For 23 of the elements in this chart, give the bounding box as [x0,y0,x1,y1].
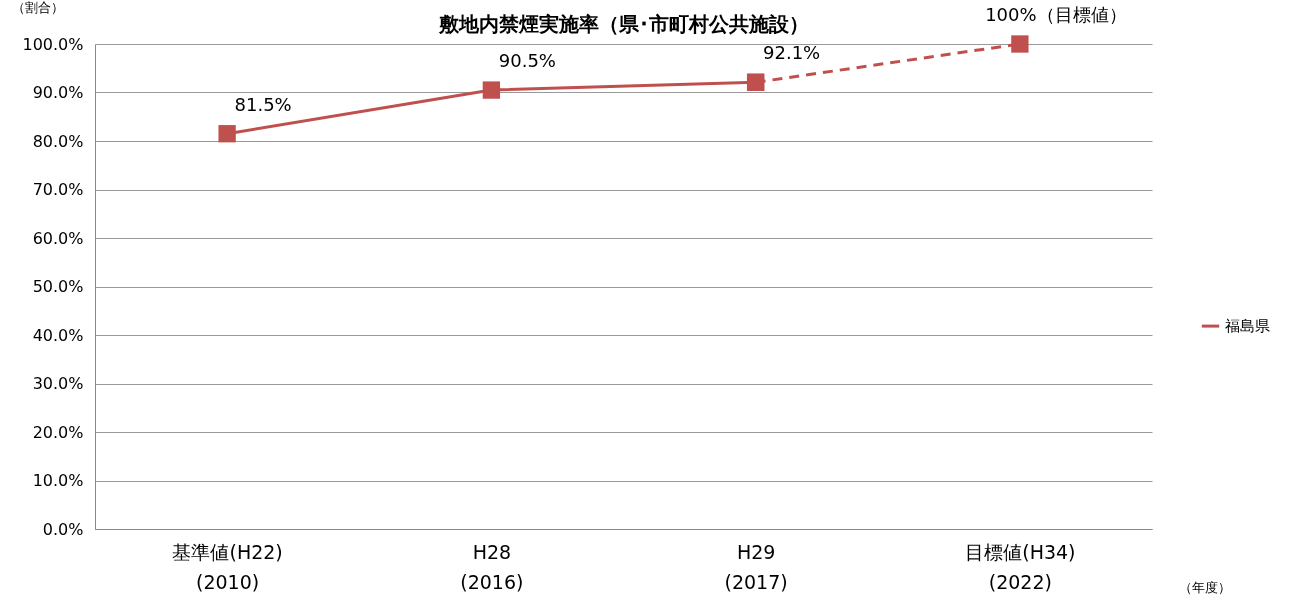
y-tick-label: 30.0% [32,374,84,393]
y-tick-label: 20.0% [32,422,84,442]
data-label: 100%（目標値） [985,4,1127,25]
data-label: 90.5% [498,50,556,72]
x-tick-label: 基準値(H22) (2010) [172,540,283,593]
y-tick-label: 50.0% [32,277,84,296]
y-tick-label: 90.0% [32,83,84,102]
x-tick-label: H29 (2017) [724,540,788,593]
y-tick-label: 10.0% [32,471,84,490]
y-tick-label: 40.0% [32,325,84,345]
y-axis-title: （割合） [11,0,64,15]
y-tick-label: 70.0% [32,180,84,199]
y-tick-label: 100.0% [22,34,84,54]
y-tick-label: 60.0% [32,228,84,248]
x-tick-label: 目標値(H34) (2022) [965,540,1076,593]
x-axis-title: （年度） [1178,579,1231,595]
chart-title: 敷地内禁煙実施率（県･市町村公共施設） [437,12,809,36]
data-label: 92.1% [763,42,821,64]
y-tick-label: 80.0% [32,131,84,151]
data-label: 81.5% [234,93,292,115]
legend-label: 福島県 [1225,317,1270,336]
y-tick-label: 0.0% [42,519,84,539]
x-tick-label: H28 (2016) [460,540,524,593]
